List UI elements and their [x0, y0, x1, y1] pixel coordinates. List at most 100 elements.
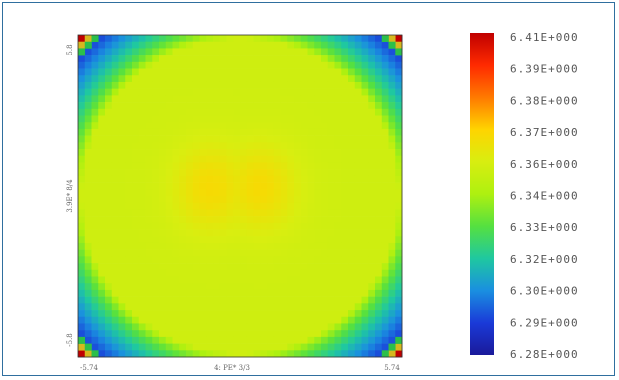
- heatmap-cell: [226, 48, 234, 56]
- heatmap-cell: [132, 276, 140, 284]
- heatmap-cell: [98, 108, 106, 116]
- heatmap-cell: [132, 222, 140, 230]
- heatmap-cell: [381, 41, 389, 49]
- heatmap-cell: [368, 296, 376, 304]
- heatmap-cell: [368, 115, 376, 123]
- heatmap-cell: [334, 48, 342, 56]
- heatmap-cell: [321, 283, 329, 291]
- heatmap-cell: [395, 68, 403, 76]
- heatmap-cell: [172, 269, 180, 277]
- heatmap-cell: [273, 35, 281, 43]
- heatmap-cell: [84, 128, 92, 136]
- heatmap-cell: [287, 310, 295, 318]
- heatmap-cell: [192, 343, 200, 351]
- heatmap-cell: [280, 296, 288, 304]
- heatmap-cell: [321, 269, 329, 277]
- heatmap-cell: [179, 249, 187, 257]
- heatmap-cell: [138, 236, 146, 244]
- heatmap-cell: [314, 216, 322, 224]
- heatmap-cell: [105, 222, 113, 230]
- heatmap-cell: [98, 169, 106, 177]
- heatmap-cell: [226, 256, 234, 264]
- heatmap-cell: [78, 249, 86, 257]
- heatmap-cell: [321, 115, 329, 123]
- heatmap-cell: [132, 209, 140, 217]
- heatmap-cell: [118, 122, 126, 130]
- heatmap-cell: [226, 122, 234, 130]
- heatmap-cell: [78, 55, 86, 63]
- heatmap-cell: [84, 61, 92, 69]
- heatmap-cell: [233, 35, 241, 43]
- heatmap-cell: [145, 209, 153, 217]
- heatmap-cell: [213, 222, 221, 230]
- heatmap-cell: [91, 196, 99, 204]
- heatmap-cell: [381, 222, 389, 230]
- heatmap-cell: [199, 149, 207, 157]
- heatmap-cell: [138, 35, 146, 43]
- heatmap-cell: [105, 149, 113, 157]
- heatmap-cell: [395, 216, 403, 224]
- heatmap-cell: [179, 75, 187, 83]
- heatmap-cell: [118, 61, 126, 69]
- heatmap-cell: [105, 202, 113, 210]
- heatmap-cell: [273, 269, 281, 277]
- heatmap-cell: [327, 189, 335, 197]
- heatmap-cell: [348, 135, 356, 143]
- heatmap-cell: [206, 81, 214, 89]
- heatmap-cell: [280, 95, 288, 103]
- heatmap-cell: [348, 316, 356, 324]
- heatmap-cell: [152, 55, 160, 63]
- heatmap-cell: [165, 236, 173, 244]
- heatmap-cell: [78, 276, 86, 284]
- heatmap-cell: [111, 236, 119, 244]
- heatmap-cell: [91, 343, 99, 351]
- heatmap-cell: [294, 289, 302, 297]
- heatmap-cell: [78, 256, 86, 264]
- heatmap-cell: [381, 263, 389, 271]
- heatmap-cell: [395, 142, 403, 150]
- heatmap-cell: [321, 263, 329, 271]
- heatmap-cell: [294, 189, 302, 197]
- heatmap-cell: [165, 336, 173, 344]
- heatmap-cell: [152, 196, 160, 204]
- heatmap-cell: [354, 330, 362, 338]
- heatmap-cell: [91, 303, 99, 311]
- heatmap-cell: [165, 102, 173, 110]
- heatmap-cell: [368, 343, 376, 351]
- heatmap-cell: [381, 55, 389, 63]
- heatmap-cell: [334, 236, 342, 244]
- heatmap-cell: [388, 175, 396, 183]
- heatmap-cell: [132, 35, 140, 43]
- heatmap-cell: [321, 330, 329, 338]
- heatmap-cell: [314, 81, 322, 89]
- heatmap-cell: [368, 55, 376, 63]
- heatmap-cell: [125, 182, 133, 190]
- heatmap-cell: [368, 269, 376, 277]
- heatmap-cell: [159, 88, 167, 96]
- heatmap-cell: [111, 343, 119, 351]
- heatmap-cell: [321, 108, 329, 116]
- heatmap-cell: [206, 330, 214, 338]
- heatmap-cell: [172, 310, 180, 318]
- heatmap-cell: [300, 61, 308, 69]
- heatmap-cell: [213, 135, 221, 143]
- heatmap-cell: [361, 68, 369, 76]
- heatmap-cell: [172, 175, 180, 183]
- heatmap-cell: [105, 303, 113, 311]
- heatmap-cell: [260, 343, 268, 351]
- heatmap-cell: [327, 303, 335, 311]
- heatmap-cell: [233, 162, 241, 170]
- heatmap-cell: [287, 88, 295, 96]
- heatmap-cell: [375, 142, 383, 150]
- heatmap-cell: [341, 303, 349, 311]
- heatmap-cell: [132, 263, 140, 271]
- heatmap-cell: [280, 115, 288, 123]
- heatmap-cell: [395, 189, 403, 197]
- heatmap-cell: [395, 296, 403, 304]
- heatmap-cell: [280, 48, 288, 56]
- heatmap-cell: [354, 189, 362, 197]
- heatmap-cell: [132, 102, 140, 110]
- heatmap-cell: [300, 102, 308, 110]
- heatmap-cell: [267, 202, 275, 210]
